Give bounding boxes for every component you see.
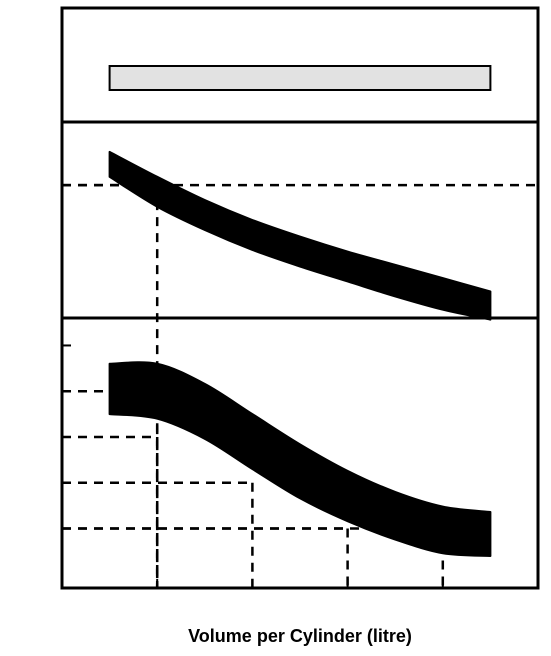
nox-pm-range-bar bbox=[108, 65, 492, 91]
x-axis-label: Volume per Cylinder (litre) bbox=[188, 626, 412, 646]
band-isfc bbox=[108, 150, 492, 321]
band-kw-per-litre bbox=[108, 361, 492, 557]
plot-frame bbox=[60, 6, 540, 590]
